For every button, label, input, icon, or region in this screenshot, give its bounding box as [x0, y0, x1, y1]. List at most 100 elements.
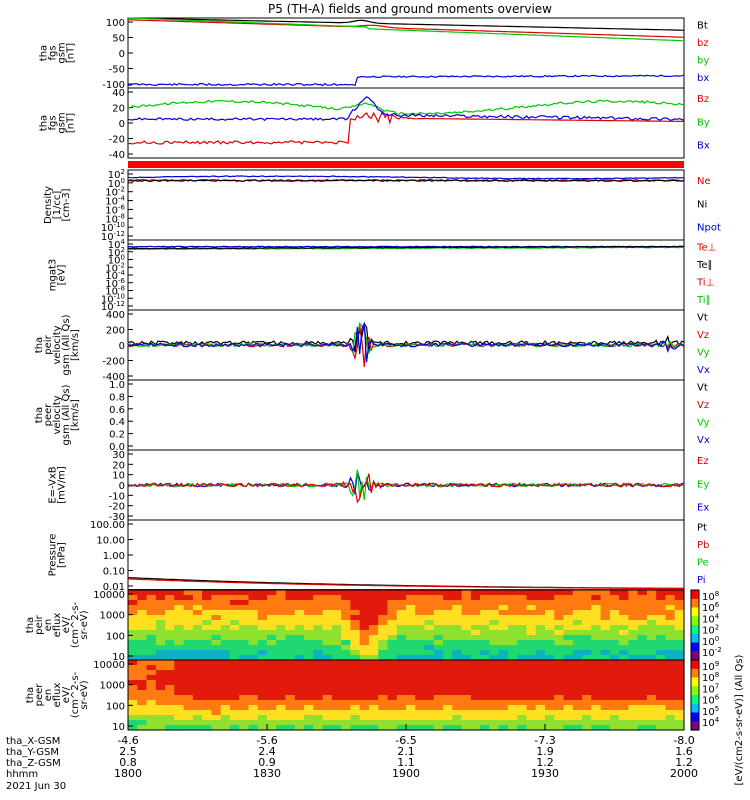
spectrogram-cell: [507, 715, 518, 721]
spectrogram-cell: [545, 670, 555, 676]
colorbar-segment: [691, 642, 699, 652]
spectrogram-cell: [183, 600, 194, 606]
spectrogram-cell: [665, 650, 676, 656]
spectrogram-cell: [368, 685, 379, 691]
spectrogram-cell: [582, 590, 592, 596]
spectrogram-cell: [619, 630, 629, 636]
spectrogram-cell: [535, 625, 546, 631]
spectrogram-cell: [674, 630, 685, 636]
spectrogram-cell: [322, 685, 333, 691]
spectrogram-cell: [591, 690, 602, 696]
spectrogram-cell: [554, 685, 565, 691]
spectrogram-cell: [267, 710, 277, 716]
spectrogram-cell: [526, 625, 537, 631]
spectrogram-cell: [387, 710, 398, 716]
spectrogram-cell: [368, 590, 379, 596]
spectrogram-cell: [229, 700, 240, 706]
spectrogram-cell: [174, 630, 185, 636]
spectrogram-cell: [248, 600, 259, 606]
spectrogram-cell: [341, 620, 351, 626]
panel-temperature: 10410210010-210-410-610-810-1010-12mgat3…: [48, 238, 717, 313]
spectrogram-cell: [572, 660, 583, 666]
spectrogram-cell: [322, 725, 333, 731]
spectrogram-cell: [563, 690, 574, 696]
spectrogram-cell: [331, 645, 342, 651]
spectrogram-cell: [517, 640, 528, 646]
spectrogram-cell: [220, 600, 231, 606]
y-tick-label: -30: [109, 512, 125, 523]
spectrogram-cell: [239, 645, 250, 651]
legend-Pt: Pt: [697, 523, 707, 534]
spectrogram-cell: [591, 610, 602, 616]
spectrogram-cell: [229, 610, 240, 616]
spectrogram-cell: [341, 610, 351, 616]
spectrogram-cell: [572, 625, 583, 631]
spectrogram-cell: [285, 665, 296, 671]
spectrogram-cell: [341, 660, 351, 666]
spectrogram-cell: [600, 705, 611, 711]
spectrogram-cell: [545, 690, 555, 696]
panel-pressure: 100.0010.001.000.100.01Pressure[nPa]PtPb…: [48, 519, 709, 593]
spectrogram-cell: [443, 700, 453, 706]
spectrogram-cell: [591, 640, 602, 646]
spectrogram-cell: [619, 660, 629, 666]
spectrogram-cell: [165, 635, 175, 641]
spectrogram-cell: [470, 630, 481, 636]
spectrogram-cell: [165, 710, 175, 716]
legend-Ez: Ez: [697, 456, 709, 467]
spectrogram-cell: [294, 725, 305, 731]
spectrogram-cell: [322, 635, 333, 641]
spectrogram-cell: [368, 655, 379, 661]
y-tick-label: 0: [119, 341, 125, 352]
spectrogram-cell: [433, 645, 444, 651]
spectrogram-cell: [572, 725, 583, 731]
spectrogram-cell: [406, 675, 416, 681]
spectrogram-cell: [396, 630, 407, 636]
spectrogram-cell: [192, 625, 203, 631]
spectrogram-cell: [211, 630, 222, 636]
spectrogram-cell: [229, 705, 240, 711]
spectrogram-cell: [646, 710, 657, 716]
orbit-row-label: tha_Z-GSM: [6, 758, 61, 769]
spectrogram-cell: [572, 720, 583, 726]
spectrogram-cell: [554, 625, 565, 631]
spectrogram-cell: [137, 600, 148, 606]
spectrogram-cell: [304, 640, 314, 646]
colorbar-segment: [691, 703, 699, 714]
spectrogram-cell: [146, 700, 157, 706]
spectrogram-cell: [146, 715, 157, 721]
spectrogram-cell: [396, 595, 407, 601]
spectrogram-cell: [313, 625, 324, 631]
spectrogram-cell: [128, 635, 138, 641]
spectrogram-cell: [545, 600, 555, 606]
spectrogram-cell: [294, 595, 305, 601]
spectrogram-cell: [359, 640, 370, 646]
spectrogram-cell: [498, 640, 509, 646]
trace-Bt: [127, 17, 685, 31]
spectrogram-cell: [498, 660, 509, 666]
spectrogram-cell: [637, 695, 648, 701]
spectrogram-cell: [480, 715, 490, 721]
spectrogram-cell: [535, 630, 546, 636]
spectrogram-cell: [285, 705, 296, 711]
orbit-row-label: hhmm: [6, 769, 38, 780]
spectrogram-cell: [396, 700, 407, 706]
spectrogram-cell: [433, 615, 444, 621]
spectrogram-cell: [304, 655, 314, 661]
spectrogram-cell: [350, 680, 361, 686]
spectrogram-cell: [155, 610, 166, 616]
spectrogram-cell: [174, 660, 185, 666]
spectrogram-cell: [646, 700, 657, 706]
spectrogram-cell: [248, 655, 259, 661]
spectrogram-cell: [507, 635, 518, 641]
spectrogram-cell: [202, 710, 212, 716]
spectrogram-cell: [674, 595, 685, 601]
spectrogram-cell: [665, 625, 676, 631]
spectrogram-cell: [257, 630, 268, 636]
spectrogram-cell: [192, 660, 203, 666]
spectrogram-cell: [637, 710, 648, 716]
y-tick-label: 40: [112, 88, 125, 99]
spectrogram-cell: [192, 635, 203, 641]
spectrogram-cell: [248, 590, 259, 596]
spectrogram-cell: [582, 655, 592, 661]
